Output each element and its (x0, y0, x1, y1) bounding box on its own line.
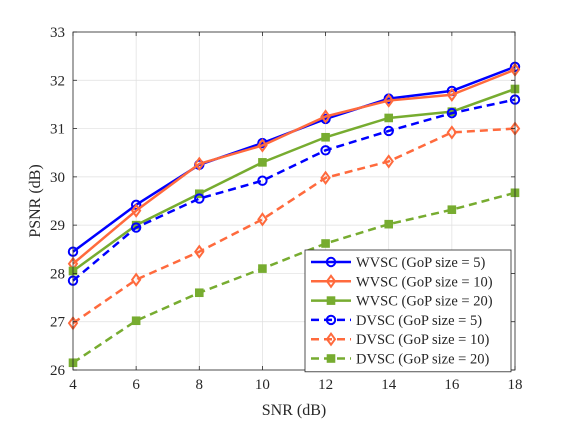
legend-label: DVSC (GoP size = 10) (356, 332, 489, 348)
x-axis-label: SNR (dB) (262, 402, 326, 419)
x-tick-label: 16 (444, 377, 460, 393)
legend-entry: WVSC (GoP size = 10) (311, 274, 493, 290)
series-line (72, 98, 516, 282)
x-tick-label: 6 (132, 377, 140, 393)
legend: WVSC (GoP size = 5) WVSC (GoP size = 10) W… (304, 249, 512, 373)
data-point (384, 113, 394, 123)
y-tick-label: 33 (50, 25, 65, 41)
plot-frame (72, 31, 516, 371)
x-tick-label: 18 (508, 377, 523, 393)
y-tick-label: 29 (50, 218, 65, 234)
y-tick-label: 30 (50, 170, 65, 186)
x-axis-ticks: 4 6 8 10 12 14 16 18 (69, 32, 523, 393)
data-point (131, 316, 141, 326)
y-tick-label: 32 (50, 73, 65, 89)
x-tick-label: 4 (69, 377, 77, 393)
data-point (130, 222, 142, 233)
legend-label: WVSC (GoP size = 10) (356, 274, 493, 290)
legend-marker (325, 314, 337, 326)
data-point (446, 87, 458, 102)
x-tick-label: 12 (318, 377, 333, 393)
legend-label: WVSC (GoP size = 20) (356, 294, 493, 310)
legend-label: WVSC (GoP size = 5) (356, 255, 485, 271)
legend-marker (325, 274, 337, 289)
y-axis-ticks: 26 27 28 29 30 31 32 33 (50, 25, 515, 379)
data-point (194, 244, 205, 259)
y-tick-label: 27 (50, 315, 66, 331)
y-axis-label: PSNR (dB) (27, 164, 44, 237)
series-line (72, 127, 516, 325)
data-point (447, 205, 457, 214)
x-tick-label: 10 (255, 377, 270, 393)
data-point (130, 203, 142, 218)
data-point (258, 158, 267, 167)
legend-marker (325, 331, 337, 347)
data-point (320, 170, 331, 186)
legend-marker (325, 256, 337, 268)
legend-marker (326, 296, 336, 305)
data-point (130, 272, 142, 287)
data-point (383, 93, 394, 108)
legend-label: DVSC (GoP size = 5) (356, 313, 482, 329)
legend-entry: DVSC (GoP size = 20) (311, 352, 489, 368)
legend-entry: WVSC (GoP size = 5) (311, 255, 485, 271)
data-point (383, 125, 394, 137)
data-point (258, 264, 267, 273)
data-point (257, 138, 268, 153)
legend-entry: DVSC (GoP size = 5) (311, 313, 482, 329)
data-point (130, 199, 142, 211)
data-point (194, 193, 205, 204)
data-point (383, 154, 394, 169)
series-line (72, 68, 516, 265)
data-point (321, 132, 330, 142)
x-tick-label: 8 (196, 377, 204, 393)
legend-marker (326, 354, 336, 363)
legend-entry: DVSC (GoP size = 10) (311, 331, 489, 348)
data-point (257, 212, 268, 227)
data-point (321, 239, 330, 248)
y-tick-label: 26 (50, 363, 66, 379)
series-5 (67, 121, 521, 331)
legend-label: DVSC (GoP size = 20) (356, 352, 489, 368)
data-point (384, 219, 394, 229)
data-point (257, 175, 268, 186)
legend-entry: WVSC (GoP size = 20) (311, 294, 493, 310)
data-point (194, 156, 205, 172)
x-tick-label: 14 (381, 377, 397, 393)
series-line (72, 87, 516, 273)
data-point (446, 125, 458, 140)
legend-box (304, 249, 512, 373)
data-point (194, 288, 204, 298)
data-point (320, 145, 331, 156)
y-tick-label: 28 (50, 266, 65, 282)
y-tick-label: 31 (50, 122, 65, 138)
data-point (320, 109, 331, 124)
data-point (446, 107, 458, 119)
